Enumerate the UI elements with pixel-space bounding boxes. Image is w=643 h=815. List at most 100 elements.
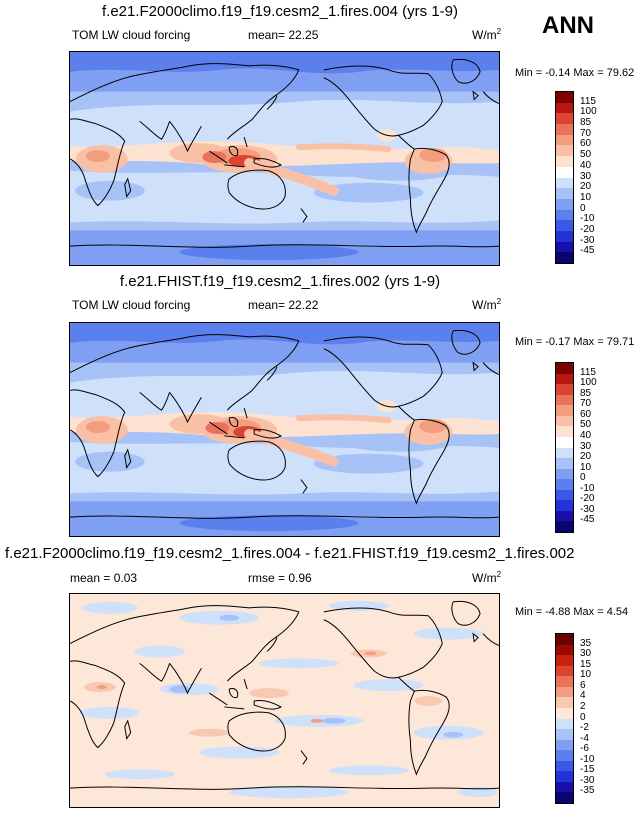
contour-fill (244, 158, 339, 196)
coastline-madagascar (124, 719, 132, 740)
colorbar-tick-label: -2 (580, 722, 589, 734)
colorbar-box (556, 405, 573, 416)
colorbar-box (556, 760, 573, 772)
panel-3-minmax: Min = -4.88 Max = 4.54 (515, 606, 629, 618)
panel-2-colorbar (555, 362, 574, 533)
coastline-europe-west (482, 91, 499, 104)
coastline-south-america (408, 418, 450, 505)
coastline-philippines (243, 679, 248, 690)
coastline-antarctica (70, 515, 499, 519)
contour-fill (79, 706, 140, 719)
contour-fill (189, 728, 230, 737)
contour-fill (74, 180, 145, 201)
colorbar-tick-label: 4 (580, 690, 586, 702)
colorbar-box (556, 373, 573, 385)
panel-1-title: f.e21.F2000climo.f19_f19.cesm2_1.fires.0… (101, 3, 458, 20)
coastline-arabia (139, 662, 171, 682)
coastline-north-america (323, 607, 443, 679)
colorbar-box (556, 384, 573, 395)
panel-1-variable: TOM LW cloud forcing (72, 28, 191, 42)
coastline-arabia (139, 120, 171, 140)
colorbar-tick-label: 15 (580, 658, 592, 670)
coastline-india (169, 121, 202, 153)
colorbar-box (556, 198, 573, 210)
coastlines (70, 600, 499, 790)
coastline-asia-east (226, 69, 300, 140)
colorbar-tick-label: 40 (580, 159, 592, 171)
colorbar-tick-label: 85 (580, 387, 592, 399)
panel-3-colorbar-labels: 35 30 15 10 6 4 2 0 -2 -4 -6 -10 -15 -30 -35 (580, 633, 630, 804)
contour-fill (328, 765, 409, 776)
contour-fill (413, 627, 484, 640)
coastline-australia (227, 440, 286, 481)
coastlines (70, 58, 499, 248)
colorbar-box (556, 718, 573, 730)
contour-fill (229, 786, 349, 799)
contour-fill (85, 150, 110, 162)
colorbar-tick-label: 70 (580, 127, 592, 139)
colorbar-tick-label: 100 (580, 377, 597, 389)
panel-3-mean: mean = 0.03 (70, 571, 138, 585)
colorbar-box (556, 644, 573, 656)
colorbar-tick-label: 30 (580, 440, 592, 452)
coastline-south-america (408, 147, 450, 234)
colorbar-box (556, 415, 573, 427)
coastline-greenland (451, 58, 481, 84)
contour-fill (443, 731, 464, 738)
colorbar-tick-label: 20 (580, 181, 592, 193)
colorbar-tick-label: -35 (580, 785, 595, 797)
panel-2-units: W/m2 (472, 297, 502, 312)
contour-fill (458, 787, 499, 798)
contour-fill (81, 601, 138, 614)
contour-fill (70, 99, 499, 152)
coastline-new-zealand (300, 479, 308, 494)
contour-fill (259, 658, 339, 669)
colorbar-box (556, 426, 573, 437)
contour-fill (70, 370, 499, 423)
colorbar-tick-label: -20 (580, 223, 595, 235)
colorbar-box (556, 479, 573, 490)
colorbar-box (556, 489, 573, 501)
colorbar-tick-label: 85 (580, 117, 592, 129)
colorbar-tick-label: 40 (580, 429, 592, 441)
coastline-japan (266, 637, 278, 652)
colorbar-tick-label: 0 (580, 711, 586, 723)
colorbar-box (556, 113, 573, 125)
colorbar-box (556, 500, 573, 511)
coastline-central-america (398, 676, 415, 692)
colorbar-tick-label: 50 (580, 419, 592, 431)
colorbar-tick-label: 115 (580, 95, 596, 107)
colorbar-box (556, 394, 573, 406)
colorbar-box (556, 676, 573, 687)
coastline-madagascar (124, 177, 132, 198)
coastline-new-zealand (300, 750, 308, 765)
colorbar-box (556, 792, 573, 803)
colorbar-tick-label: -30 (580, 503, 595, 515)
panel-2-minmax: Min = -0.17 Max = 79.71 (515, 336, 635, 348)
panel-2-title: f.e21.FHIST.f19_f19.cesm2_1.fires.002 (y… (119, 273, 441, 290)
colorbar-box (556, 230, 573, 242)
colorbar-tick-label: -10 (580, 213, 595, 225)
coastline-antarctica (70, 786, 499, 790)
coastline-south-america (408, 689, 450, 776)
contour-fill (310, 718, 323, 723)
colorbar-box (556, 124, 573, 135)
colorbar-box (556, 739, 573, 751)
colorbar-tick-label: 30 (580, 170, 592, 182)
coastline-sumatra (209, 150, 228, 164)
coastline-greenland (451, 329, 481, 355)
coastline-philippines (243, 137, 248, 148)
colorbar-tick-label: 6 (580, 679, 586, 691)
contour-fill (295, 143, 392, 153)
coastline-arabia (139, 391, 171, 411)
colorbar-box (556, 177, 573, 189)
coastline-new-zealand (300, 208, 308, 223)
contour-fill (364, 651, 377, 656)
colorbar-box (556, 634, 573, 645)
colorbar-box (556, 771, 573, 782)
coastline-philippines (243, 408, 248, 419)
colorbar-tick-label: 100 (580, 106, 597, 118)
coastline-north-america (323, 65, 443, 137)
colorbar-tick-label: 0 (580, 202, 586, 214)
coastline-java (224, 706, 245, 710)
